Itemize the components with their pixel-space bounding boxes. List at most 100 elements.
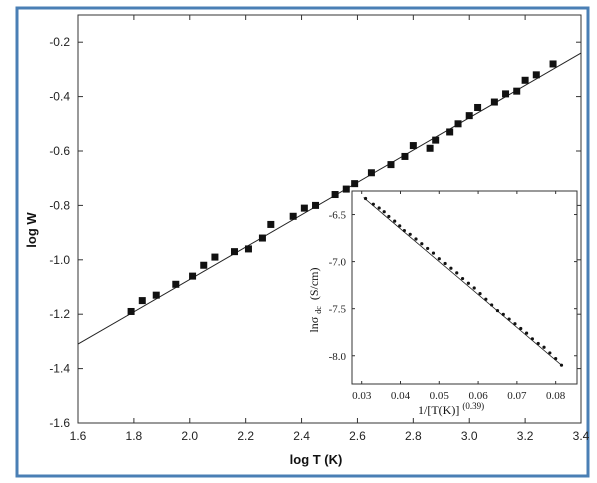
inset-y-tick-label: -7.5	[329, 304, 347, 316]
main-data-point	[312, 201, 320, 209]
main-data-point	[300, 204, 308, 212]
main-data-point	[454, 120, 462, 128]
inset-data-point	[472, 286, 476, 290]
inset-data-point	[402, 228, 406, 233]
inset-data-point	[519, 326, 523, 331]
main-x-tick-label: 3.0	[461, 429, 478, 443]
main-data-point	[230, 248, 238, 256]
main-data-point	[152, 291, 160, 299]
main-data-point	[138, 297, 146, 305]
inset-x-axis-label: 1/[T(K)] (0.39)	[418, 401, 484, 417]
inset-data-point	[382, 210, 386, 214]
main-data-point	[474, 103, 482, 111]
main-data-point	[351, 180, 359, 188]
inset-data-point	[513, 322, 517, 326]
main-data-point	[521, 76, 529, 84]
inset-plot: 0.03 0.04 0.05 0.06 0.07 0.08 -6.5 -7.0 -7.5 -8.…	[307, 190, 578, 417]
main-data-point	[342, 185, 350, 193]
main-x-tick-label: 3.2	[517, 429, 534, 443]
inset-data-point	[393, 219, 397, 223]
inset-data-point	[387, 214, 391, 219]
main-data-point	[211, 253, 219, 261]
inset-y-tick-label: -6.5	[329, 210, 347, 222]
main-x-tick-label: 2.4	[293, 429, 310, 443]
main-x-tick-label: 1.8	[126, 429, 143, 443]
inset-data-point	[466, 281, 470, 285]
inset-y-tick-label: -7.0	[329, 257, 347, 269]
inset-data-point	[431, 251, 436, 255]
inset-data-point	[507, 317, 511, 321]
inset-x-axis-label-exponent: (0.39)	[462, 401, 484, 411]
inset-data-point	[484, 297, 488, 301]
inset-data-point	[536, 341, 540, 346]
main-data-point	[502, 90, 510, 98]
inset-data-point	[443, 261, 447, 266]
inset-data-point	[420, 242, 424, 246]
inset-x-ticks: 0.03 0.04 0.05 0.06 0.07 0.08	[352, 191, 566, 402]
main-data-point	[367, 169, 375, 177]
inset-x-tick-label: 0.03	[352, 390, 372, 402]
main-data-point	[244, 245, 252, 253]
main-x-tick-label: 2.8	[405, 429, 422, 443]
inset-data-point	[490, 303, 494, 307]
inset-x-tick-label: 0.07	[507, 390, 527, 402]
main-y-tick-label: -1.0	[49, 253, 70, 267]
inset-data-point	[554, 356, 558, 361]
main-y-tick-label: -1.4	[49, 362, 70, 376]
main-data-point	[200, 261, 208, 269]
main-x-tick-label: 2.0	[181, 429, 198, 443]
main-data-point	[258, 234, 266, 242]
main-data-point	[549, 60, 557, 68]
main-data-point	[289, 212, 297, 220]
main-x-tick-label: 2.2	[237, 429, 254, 443]
inset-data-point	[548, 351, 552, 355]
main-data-point	[465, 112, 473, 120]
inset-y-ticks: -6.5 -7.0 -7.5 -8.0	[329, 210, 577, 363]
inset-data-point	[460, 276, 465, 281]
main-data-point	[490, 98, 498, 106]
inset-data-point	[455, 271, 459, 275]
main-y-tick-label: -0.4	[49, 90, 70, 104]
main-data-point	[532, 71, 540, 79]
main-data-point	[432, 136, 440, 144]
inset-x-tick-label: 0.08	[546, 390, 566, 402]
main-y-tick-label: -0.2	[49, 35, 70, 49]
main-data-point	[513, 87, 521, 95]
main-x-tick-label: 1.6	[70, 429, 87, 443]
inset-data-point	[377, 206, 381, 210]
main-data-point	[127, 307, 135, 315]
inset-data-point	[559, 363, 564, 367]
inset-data-point	[371, 202, 375, 206]
inset-x-tick-label: 0.05	[430, 390, 450, 402]
main-plot: 1.6 1.8 2.0 2.2 2.4 2.6 2.8 3.0 3.2 3.4 -1.6-1.4-…	[24, 14, 590, 467]
inset-data-point	[524, 331, 529, 335]
main-data-point	[446, 128, 454, 136]
main-x-tick-label: 3.4	[573, 429, 590, 443]
inset-plot-frame	[351, 190, 578, 385]
inset-data-point	[363, 196, 368, 201]
inset-data-point	[542, 345, 546, 349]
main-data-point	[172, 280, 180, 288]
main-data-point	[401, 152, 409, 160]
inset-y-tick-label: -8.0	[329, 351, 347, 363]
main-data-point	[331, 191, 339, 199]
main-x-axis-label: log T (K)	[290, 452, 343, 467]
main-y-axis-label: log W	[24, 212, 39, 248]
inset-data-point	[501, 312, 505, 316]
inset-data-point	[426, 246, 430, 251]
main-data-point	[267, 220, 275, 228]
main-plot-frame	[77, 14, 582, 424]
main-x-ticks: 1.6 1.8 2.0 2.2 2.4 2.6 2.8 3.0 3.2 3.4	[70, 15, 590, 443]
main-y-tick-label: -0.6	[49, 144, 70, 158]
inset-x-tick-label: 0.06	[468, 390, 488, 402]
inset-y-axis-label-base: lnσ	[307, 316, 321, 332]
main-data-point	[426, 144, 434, 152]
main-x-tick-label: 2.6	[349, 429, 366, 443]
inset-data-point	[530, 337, 534, 341]
main-y-tick-label: -0.8	[49, 198, 70, 212]
main-y-ticks: -1.6 -1.4 -1.2 -1.0 -0.8 -0.6 -0.4 -0.2	[49, 35, 581, 430]
inset-x-axis-label-base: 1/[T(K)]	[418, 403, 459, 417]
inset-y-axis-label: lnσ dc (S/cm)	[307, 267, 324, 332]
inset-data-point	[398, 224, 402, 228]
